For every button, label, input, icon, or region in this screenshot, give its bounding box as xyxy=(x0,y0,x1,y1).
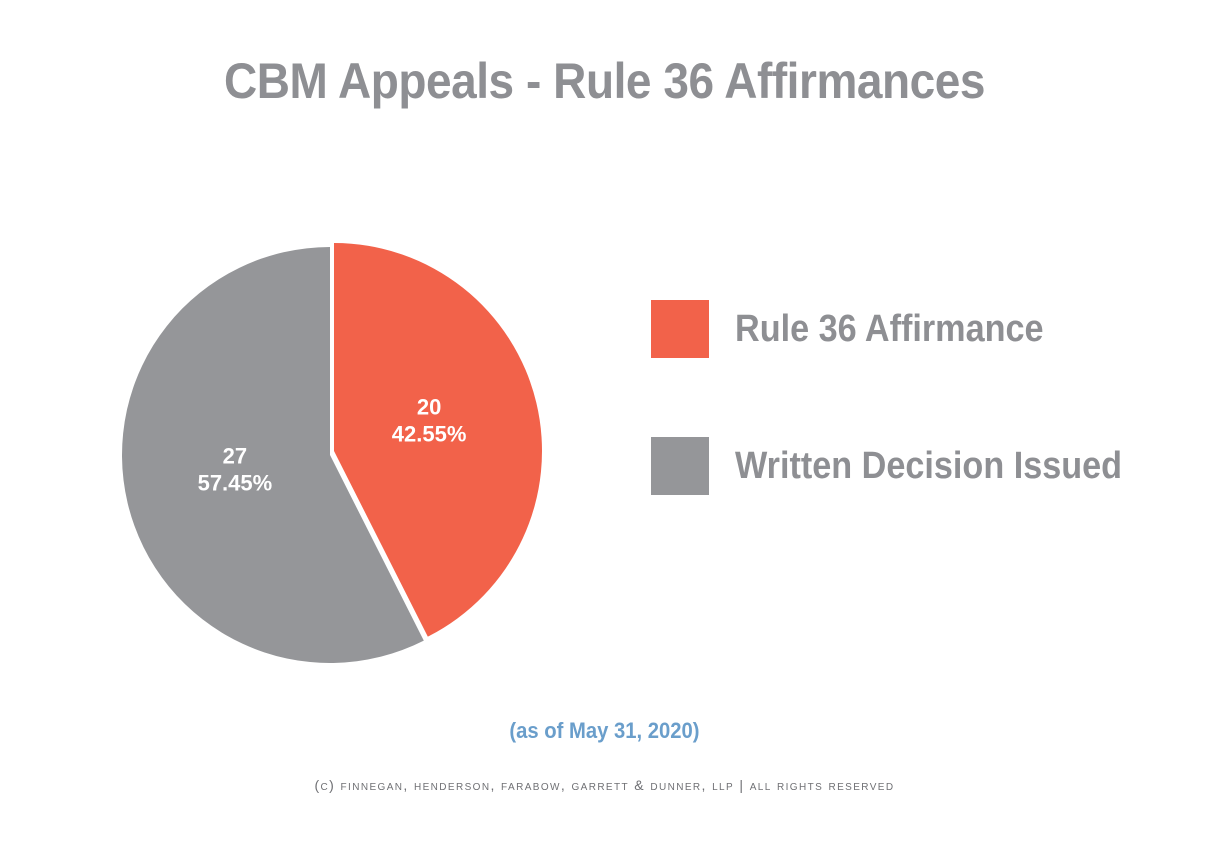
legend-swatch-written-decision-issued xyxy=(651,437,709,495)
legend-item-rule-36-affirmance: Rule 36 Affirmance xyxy=(651,300,1165,358)
slice-value-label-rule-36: 20 xyxy=(417,394,441,419)
legend-label-written-decision-issued: Written Decision Issued xyxy=(735,444,1123,487)
slice-percent-label-rule-36: 42.55% xyxy=(392,421,467,446)
copyright-footer: (C) FINNEGAN, HENDERSON, FARABOW, GARRET… xyxy=(314,777,895,793)
chart-title: CBM Appeals - Rule 36 Affirmances xyxy=(223,53,986,109)
pie-slice-rule-36-affirmance xyxy=(334,243,543,637)
slice-percent-label-written-decision: 57.45% xyxy=(198,471,273,496)
chart-legend: Rule 36 Affirmance Written Decision Issu… xyxy=(651,300,1165,574)
pie-slice-written-decision-issued xyxy=(122,247,424,663)
legend-label-rule-36-affirmance: Rule 36 Affirmance xyxy=(735,307,1044,350)
slice-value-label-written-decision: 27 xyxy=(223,444,247,469)
date-note: (as of May 31, 2020) xyxy=(509,718,700,743)
legend-swatch-rule-36-affirmance xyxy=(651,300,709,358)
legend-item-written-decision-issued: Written Decision Issued xyxy=(651,437,1165,495)
